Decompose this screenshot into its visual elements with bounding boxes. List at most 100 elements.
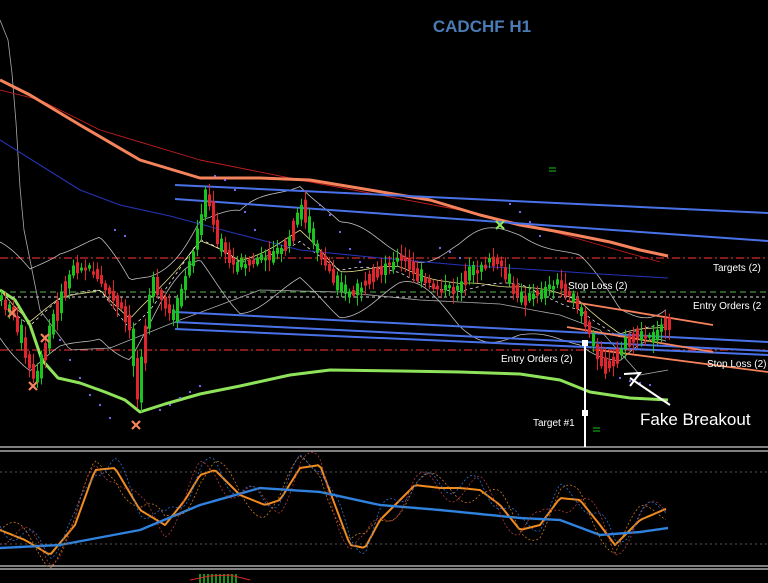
candle-body: [648, 334, 651, 338]
fake-breakout-label: Fake Breakout: [640, 410, 751, 429]
candle-body: [356, 283, 359, 296]
candle-body: [300, 204, 303, 220]
candle-body: [532, 293, 535, 300]
sar-dot: [158, 408, 162, 412]
candle-body: [604, 357, 607, 374]
candle-body: [460, 281, 463, 293]
candle-body: [500, 260, 503, 267]
candle-body: [204, 189, 207, 218]
candle-body: [64, 281, 67, 297]
candle-body: [168, 304, 171, 314]
fake-breakout-arrow-shaft: [629, 377, 671, 406]
chart-title: CADCHF H1: [433, 17, 531, 36]
candle-body: [392, 261, 395, 270]
candle-body: [248, 259, 251, 266]
candlesticks: [0, 183, 671, 412]
sar-dot: [108, 416, 112, 420]
candle-body: [620, 348, 623, 356]
candle-body: [140, 356, 143, 403]
sell-x-marker: [40, 333, 50, 343]
candle-body: [84, 267, 87, 271]
candle-body: [412, 261, 415, 275]
sar-dot: [348, 247, 352, 251]
candle-body: [592, 333, 595, 347]
fake-breakout-arrow-head: [623, 371, 643, 387]
sar-dot: [168, 403, 172, 407]
sar-dot: [243, 210, 247, 214]
candle-body: [388, 262, 391, 266]
candle-body: [556, 279, 559, 285]
candle-body: [596, 344, 599, 360]
target-marker-top: [582, 340, 588, 346]
candle-body: [624, 337, 627, 350]
candle-body: [544, 286, 547, 299]
sar-dot: [213, 174, 217, 178]
candle-body: [520, 291, 523, 303]
trend-channel-line: [174, 328, 768, 356]
slow-grey-curve: [0, 19, 669, 376]
candle-body: [52, 313, 55, 335]
candle-body: [48, 325, 51, 349]
candle-body: [656, 329, 659, 341]
candle-body: [488, 257, 491, 263]
candle-body: [128, 315, 131, 331]
candle-body: [304, 199, 307, 223]
candle-body: [60, 292, 63, 314]
candle-body: [292, 220, 295, 241]
candle-body: [220, 238, 223, 252]
candle-body: [572, 293, 575, 303]
candle-body: [180, 288, 183, 307]
candle-body: [196, 228, 199, 250]
candle-body: [396, 257, 399, 262]
trend-channel-line: [174, 198, 768, 242]
candle-body: [56, 301, 59, 321]
candle-body: [324, 255, 327, 266]
stochastic-dashed-upper: [0, 455, 667, 569]
candle-body: [568, 290, 571, 296]
sar-dot: [528, 220, 532, 224]
candle-body: [192, 251, 195, 267]
candle-body: [124, 306, 127, 323]
candle-body: [236, 261, 239, 272]
trend-channel-lines: [174, 184, 768, 373]
candle-body: [228, 249, 231, 263]
candle-body: [68, 274, 71, 289]
signal-markers: [7, 167, 652, 432]
candle-body: [164, 296, 167, 309]
sar-dot: [88, 393, 92, 397]
candle-body: [456, 285, 459, 291]
candle-body: [100, 274, 103, 284]
sar-dot: [78, 376, 82, 380]
candle-body: [464, 271, 467, 286]
candle-body: [652, 331, 655, 343]
candle-body: [492, 256, 495, 267]
candle-body: [44, 343, 47, 361]
candle-body: [208, 194, 211, 207]
sar-dot: [358, 260, 362, 264]
sar-dot: [438, 246, 442, 250]
candle-body: [256, 257, 259, 265]
sell-x-marker: [28, 381, 38, 391]
candle-body: [352, 289, 355, 296]
candle-body: [668, 317, 671, 330]
candle-body: [24, 337, 27, 358]
stop-loss-label-top: Stop Loss (2): [568, 281, 627, 292]
candle-body: [264, 257, 267, 261]
candle-body: [588, 321, 591, 335]
candle-body: [104, 283, 107, 291]
candle-body: [184, 276, 187, 291]
candle-body: [628, 335, 631, 347]
candle-body: [432, 283, 435, 289]
sell-x-marker: [7, 308, 17, 318]
sar-dot: [618, 376, 622, 380]
sell-x-marker: [131, 420, 141, 430]
candle-body: [120, 302, 123, 309]
candle-body: [512, 283, 515, 294]
buy-x-marker: [495, 220, 505, 230]
candle-body: [132, 328, 135, 367]
sar-dot: [98, 403, 102, 407]
candle-body: [328, 264, 331, 272]
candle-body: [644, 335, 647, 339]
candle-body: [408, 257, 411, 270]
candle-body: [468, 266, 471, 281]
